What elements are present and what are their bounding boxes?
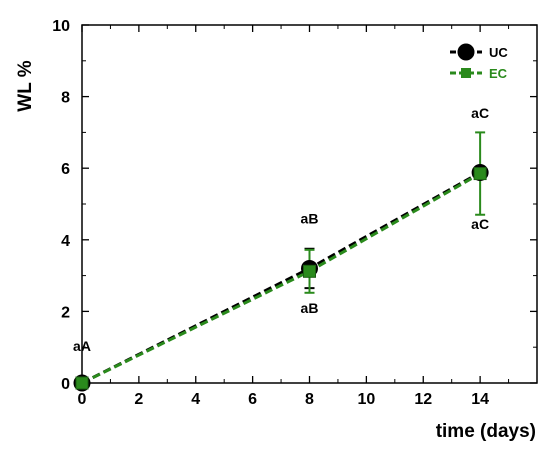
axis-ticks	[81, 24, 537, 384]
y-tick-label: 6	[61, 161, 70, 178]
series-ec	[81, 131, 486, 385]
data-point-ec	[473, 167, 487, 181]
x-tick-label: 0	[78, 391, 87, 408]
x-axis-title: time (days)	[436, 421, 536, 442]
y-tick-label: 8	[61, 90, 70, 107]
significance-letter: aB	[301, 300, 319, 316]
legend: UC EC	[450, 43, 508, 81]
series-line-uc	[81, 171, 481, 385]
y-axis-title: WL %	[15, 60, 36, 111]
legend-label-ec: EC	[489, 66, 508, 81]
x-tick-label: 4	[191, 391, 200, 408]
legend-marker-uc	[457, 43, 475, 61]
significance-letter: aB	[301, 211, 319, 227]
x-tick-label: 12	[414, 391, 432, 408]
x-tick-label: 14	[471, 391, 489, 408]
plot-frame	[81, 24, 538, 384]
significance-annotations: aA aB aB aC aC	[73, 105, 489, 354]
significance-letter: aC	[471, 216, 489, 232]
y-tick-label: 2	[61, 304, 70, 321]
data-point-ec	[75, 376, 89, 390]
x-tick-label: 10	[357, 391, 375, 408]
legend-marker-ec	[461, 68, 471, 78]
series-uc	[81, 171, 481, 385]
axis-tick-labels: 0 2 4 6 8 10 12 14 0 2 4 6 8 10	[52, 18, 489, 408]
data-series	[73, 131, 489, 392]
data-point-ec	[303, 264, 316, 278]
x-tick-label: 6	[248, 391, 257, 408]
y-tick-label: 0	[61, 376, 70, 393]
significance-letter: aA	[73, 338, 91, 354]
significance-letter: aC	[471, 105, 489, 121]
legend-label-uc: UC	[489, 45, 508, 60]
y-tick-label: 4	[61, 233, 70, 250]
x-tick-label: 2	[134, 391, 143, 408]
y-tick-label: 10	[52, 18, 70, 35]
x-tick-label: 8	[305, 391, 314, 408]
